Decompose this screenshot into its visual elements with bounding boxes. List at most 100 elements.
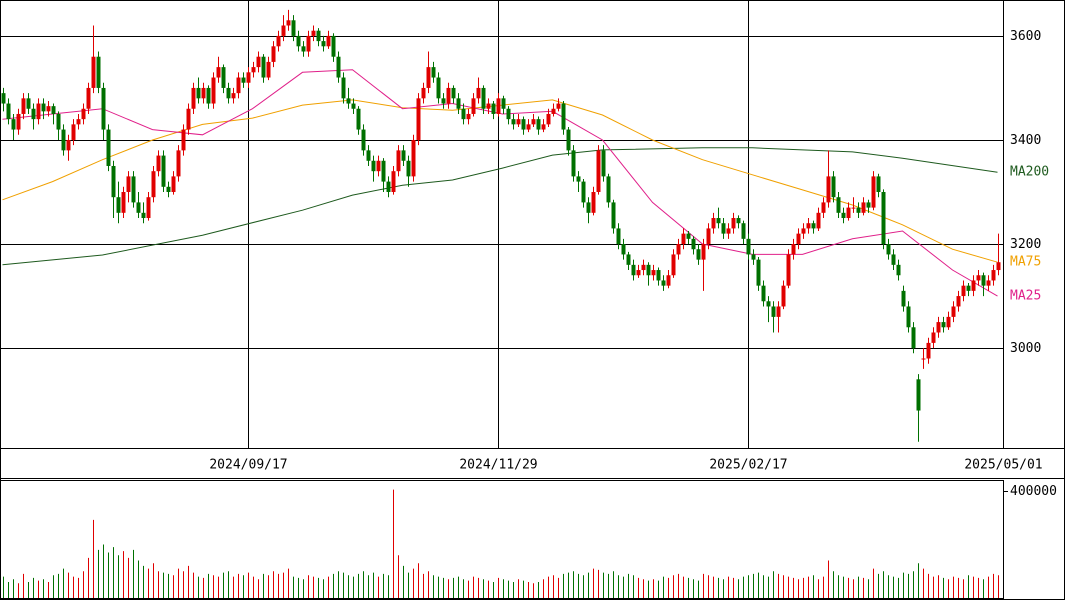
candle-body bbox=[56, 113, 61, 130]
candle-body bbox=[521, 119, 526, 130]
candle-body bbox=[581, 181, 586, 203]
candle-body bbox=[406, 160, 411, 177]
candle-body bbox=[896, 264, 901, 276]
candle-body bbox=[261, 56, 266, 78]
candle-body bbox=[506, 108, 511, 120]
candle-body bbox=[541, 124, 546, 130]
candle-body bbox=[676, 244, 681, 255]
candle-body bbox=[316, 30, 321, 42]
candle-body bbox=[156, 155, 161, 172]
candle-body bbox=[206, 87, 211, 104]
candle-body bbox=[871, 176, 876, 208]
candle-body bbox=[686, 233, 691, 239]
candle-body bbox=[851, 207, 856, 209]
candle-body bbox=[751, 254, 756, 260]
candle-body bbox=[966, 285, 971, 291]
candle-body bbox=[831, 176, 836, 198]
candle-body bbox=[556, 103, 561, 109]
candle-body bbox=[691, 238, 696, 250]
candle-body bbox=[531, 119, 536, 125]
candle-body bbox=[61, 129, 66, 151]
candle-body bbox=[756, 259, 761, 286]
candle-body bbox=[446, 87, 451, 104]
candle-body bbox=[91, 56, 96, 88]
candle-body bbox=[176, 150, 181, 177]
candle-body bbox=[726, 228, 731, 234]
candle-body bbox=[196, 87, 201, 99]
candle-body bbox=[916, 379, 921, 411]
candle-body bbox=[926, 342, 931, 359]
candle-body bbox=[716, 218, 721, 224]
candle-body bbox=[476, 87, 481, 99]
candle-body bbox=[256, 56, 261, 68]
candle-body bbox=[201, 87, 206, 99]
candle-body bbox=[451, 87, 456, 99]
candle-body bbox=[191, 87, 196, 109]
candle-body bbox=[856, 207, 861, 213]
candle-body bbox=[666, 275, 671, 286]
candle-body bbox=[271, 46, 276, 62]
y-tick-label: 3200 bbox=[1010, 237, 1041, 252]
y-tick-label: 3400 bbox=[1010, 133, 1041, 148]
candle-body bbox=[536, 119, 541, 130]
candle-body bbox=[781, 285, 786, 307]
candle-body bbox=[281, 25, 286, 36]
candle-body bbox=[216, 67, 221, 78]
candle-body bbox=[881, 192, 886, 245]
candle-body bbox=[46, 106, 51, 112]
candle-body bbox=[611, 202, 616, 229]
legend-label: MA75 bbox=[1010, 255, 1041, 270]
candle-body bbox=[146, 197, 151, 219]
candle-body bbox=[516, 119, 521, 125]
candle-body bbox=[301, 46, 306, 52]
candle-body bbox=[796, 233, 801, 245]
candle-body bbox=[711, 218, 716, 229]
candle-body bbox=[351, 103, 356, 109]
candle-body bbox=[41, 103, 46, 112]
candle-body bbox=[171, 176, 176, 192]
candle-body bbox=[416, 98, 421, 140]
candle-body bbox=[81, 108, 86, 120]
candle-body bbox=[356, 108, 361, 130]
candle-body bbox=[651, 270, 656, 276]
candle-body bbox=[951, 306, 956, 317]
candle-body bbox=[671, 254, 676, 276]
candle-body bbox=[801, 228, 806, 234]
candle-body bbox=[71, 124, 76, 140]
candle-body bbox=[891, 254, 896, 265]
y-tick-label: 3000 bbox=[1010, 341, 1041, 356]
candle-body bbox=[511, 119, 516, 125]
candle-body bbox=[566, 129, 571, 151]
price-plot-frame bbox=[0, 0, 1004, 449]
candle-body bbox=[946, 316, 951, 328]
candle-body bbox=[296, 35, 301, 47]
candle-body bbox=[66, 139, 71, 151]
candle-body bbox=[861, 202, 866, 213]
candle-body bbox=[786, 254, 791, 286]
candle-body bbox=[706, 228, 711, 245]
candle-body bbox=[436, 77, 441, 99]
candle-body bbox=[911, 327, 916, 349]
candle-body bbox=[76, 119, 81, 125]
candle-body bbox=[51, 106, 56, 114]
candle-body bbox=[291, 20, 296, 36]
candle-body bbox=[806, 223, 811, 229]
candle-body bbox=[186, 108, 191, 130]
candle-body bbox=[486, 103, 491, 109]
candle-body bbox=[986, 280, 991, 286]
candle-body bbox=[956, 296, 961, 307]
candle-body bbox=[336, 56, 341, 78]
candle-body bbox=[381, 160, 386, 182]
candle-body bbox=[576, 176, 581, 182]
candle-body bbox=[991, 270, 996, 281]
candle-body bbox=[571, 150, 576, 177]
candle-body bbox=[326, 35, 331, 47]
candle-body bbox=[936, 322, 941, 333]
candle-body bbox=[821, 202, 826, 213]
candle-body bbox=[761, 285, 766, 302]
candle-body bbox=[471, 98, 476, 114]
candle-body bbox=[826, 176, 831, 203]
x-tick-label: 2025/05/01 bbox=[964, 458, 1042, 473]
candle-body bbox=[931, 332, 936, 343]
